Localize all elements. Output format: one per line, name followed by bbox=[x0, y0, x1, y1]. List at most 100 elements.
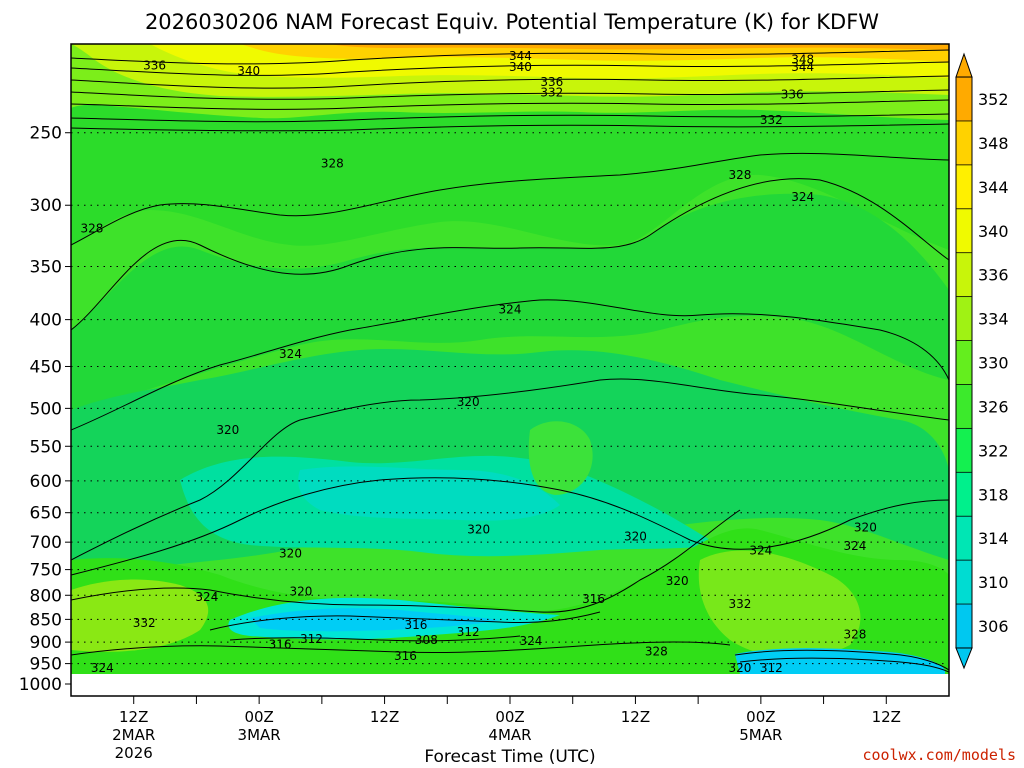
colorbar-label: 334 bbox=[978, 310, 1009, 329]
contour-label: 320 bbox=[289, 584, 312, 598]
contour-label: 320 bbox=[666, 574, 689, 588]
colorbar-label: 326 bbox=[978, 397, 1009, 416]
contour-lines bbox=[71, 49, 949, 673]
chart-title: 2026030206 NAM Forecast Equiv. Potential… bbox=[145, 10, 879, 34]
colorbar-swatch bbox=[956, 428, 972, 473]
ground-band bbox=[71, 674, 949, 696]
colorbar-label: 306 bbox=[978, 617, 1009, 636]
colorbar-swatch bbox=[956, 208, 972, 253]
colorbar-label: 336 bbox=[978, 266, 1009, 285]
x-tick-label: 00Z bbox=[746, 708, 775, 726]
y-tick-label: 400 bbox=[30, 311, 62, 331]
x-tick-label: 2026 bbox=[115, 744, 153, 762]
colorbar-swatch bbox=[956, 340, 972, 385]
credit-text: coolwx.com/models bbox=[862, 746, 1016, 764]
y-tick-label: 450 bbox=[30, 357, 62, 377]
contour-label: 328 bbox=[645, 645, 668, 659]
contour-label: 320 bbox=[854, 521, 877, 535]
contour-label: 328 bbox=[728, 168, 751, 182]
contour-label: 332 bbox=[728, 597, 751, 611]
y-tick-label: 800 bbox=[30, 586, 62, 606]
x-tick-label: 00Z bbox=[495, 708, 524, 726]
colorbar-swatch bbox=[956, 120, 972, 165]
y-tick-label: 850 bbox=[30, 610, 62, 630]
x-tick-label: 12Z bbox=[370, 708, 399, 726]
colorbar-label: 344 bbox=[978, 178, 1009, 197]
contour-label: 320 bbox=[728, 661, 751, 675]
colorbar-swatch bbox=[956, 296, 972, 341]
y-tick-label: 1000 bbox=[19, 675, 62, 695]
colorbar: 306 310 314 318 322 326 330 334 336 340 344 348 352 bbox=[955, 52, 1009, 670]
band-warm-low-2 bbox=[698, 550, 861, 658]
contour-label: 340 bbox=[509, 60, 532, 74]
colorbar-swatch bbox=[956, 164, 972, 209]
contour-label: 324 bbox=[91, 661, 114, 675]
x-tick-label: 4MAR bbox=[488, 726, 531, 744]
contour-label: 340 bbox=[237, 64, 260, 78]
contour-label: 320 bbox=[216, 423, 239, 437]
x-tick-label: 12Z bbox=[621, 708, 650, 726]
colorbar-swatch bbox=[956, 560, 972, 605]
colorbar-label: 352 bbox=[978, 90, 1009, 109]
contour-label: 312 bbox=[760, 661, 783, 675]
x-tick-label: 2MAR bbox=[112, 726, 155, 744]
contour-label: 320 bbox=[457, 395, 480, 409]
contour-label: 332 bbox=[133, 616, 156, 630]
y-tick-label: 250 bbox=[30, 124, 62, 144]
contour-label: 316 bbox=[269, 637, 292, 651]
y-tick-label: 500 bbox=[30, 399, 62, 419]
colorbar-label: 318 bbox=[978, 485, 1009, 504]
y-tick-label: 550 bbox=[30, 437, 62, 457]
contour-label: 312 bbox=[457, 625, 480, 639]
contour-label: 336 bbox=[143, 58, 166, 72]
contour-label: 324 bbox=[519, 634, 542, 648]
contour-label: 336 bbox=[540, 75, 563, 89]
x-tick-label: 12Z bbox=[119, 708, 148, 726]
contour-label: 344 bbox=[791, 60, 814, 74]
contour-label: 316 bbox=[582, 592, 605, 606]
colorbar-swatch bbox=[956, 472, 972, 517]
contour-label: 324 bbox=[749, 544, 772, 558]
colorbar-label: 314 bbox=[978, 529, 1009, 548]
x-tick-label: 5MAR bbox=[739, 726, 782, 744]
colorbar-label: 310 bbox=[978, 573, 1009, 592]
y-tick-label: 700 bbox=[30, 533, 62, 553]
y-tick-label: 950 bbox=[30, 655, 62, 675]
contour-label: 316 bbox=[404, 618, 427, 632]
y-tick-label: 350 bbox=[30, 258, 62, 278]
colorbar-bottom-arrow bbox=[955, 647, 973, 670]
contour-label: 328 bbox=[80, 221, 103, 235]
contour-label: 348 bbox=[791, 53, 814, 67]
contour-label: 324 bbox=[843, 539, 866, 553]
y-tick-label: 900 bbox=[30, 633, 62, 653]
colorbar-label: 322 bbox=[978, 441, 1009, 460]
contour-label: 332 bbox=[760, 113, 783, 127]
x-tick-label: 00Z bbox=[244, 708, 273, 726]
colorbar-swatch bbox=[956, 252, 972, 297]
band-top-348 bbox=[330, 44, 949, 50]
contour-label: 324 bbox=[791, 190, 814, 204]
contour-label: 324 bbox=[499, 303, 522, 317]
band-warm-low bbox=[71, 579, 209, 652]
contour-label: 328 bbox=[321, 156, 344, 170]
x-tick-label: 12Z bbox=[872, 708, 901, 726]
x-tick-label: 3MAR bbox=[238, 726, 281, 744]
y-tick-label: 750 bbox=[30, 561, 62, 581]
contour-label: 308 bbox=[415, 633, 438, 647]
contour-label: 320 bbox=[467, 522, 490, 536]
colorbar-swatch bbox=[956, 604, 972, 648]
contour-label: 324 bbox=[195, 590, 218, 604]
band-cold-pool-inner bbox=[250, 608, 500, 632]
band-mid-layer bbox=[71, 193, 949, 430]
contour-label: 324 bbox=[279, 347, 302, 361]
y-axis: 250 300 350 400 450 500 550 600 650 700 750 800 850 9… bbox=[19, 124, 71, 695]
band-mid-pocket bbox=[528, 421, 593, 495]
y-tick-label: 650 bbox=[30, 504, 62, 524]
x-axis-label: Forecast Time (UTC) bbox=[424, 747, 595, 767]
contour-label: 312 bbox=[300, 632, 323, 646]
contour-label: 316 bbox=[394, 649, 417, 663]
